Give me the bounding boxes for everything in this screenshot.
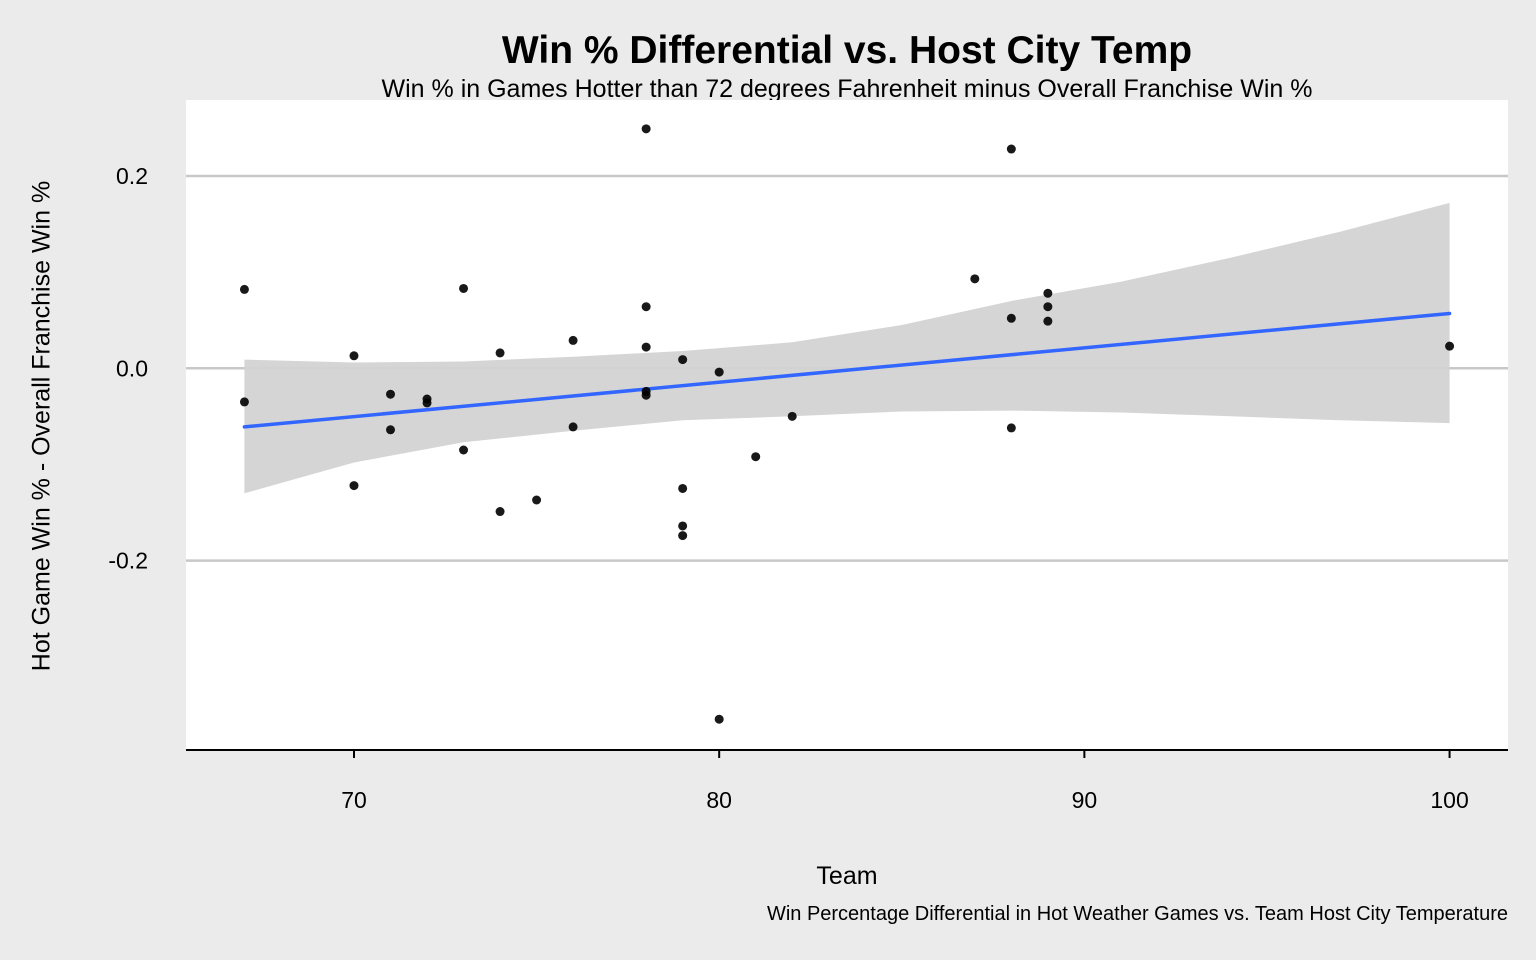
- data-point-14: [568, 422, 578, 432]
- x-tick-label-3: 100: [1430, 787, 1468, 813]
- data-point-1: [239, 397, 249, 407]
- data-point-9: [459, 445, 469, 455]
- data-point-27: [787, 411, 797, 421]
- confidence-band: [244, 202, 1450, 494]
- data-point-24: [714, 367, 724, 377]
- x-axis-label: Team: [816, 862, 878, 890]
- data-point-21: [678, 483, 688, 493]
- data-point-28: [970, 274, 980, 284]
- y-tick-label-2: 0.2: [116, 163, 148, 189]
- data-point-23: [678, 531, 688, 541]
- data-point-26: [751, 452, 761, 462]
- data-point-19: [641, 390, 651, 400]
- data-point-33: [1043, 302, 1053, 312]
- data-point-29: [1006, 144, 1016, 154]
- data-point-22: [678, 521, 688, 531]
- data-point-17: [641, 342, 651, 352]
- data-point-8: [459, 283, 469, 293]
- confidence-band-group: [244, 202, 1450, 494]
- data-point-4: [386, 389, 396, 399]
- data-point-25: [714, 714, 724, 724]
- chart-subtitle: Win % in Games Hotter than 72 degrees Fa…: [381, 75, 1313, 103]
- y-tick-label-1: 0.0: [116, 355, 148, 381]
- x-ticks: 70 80 90 100: [341, 750, 1469, 813]
- data-point-13: [568, 335, 578, 345]
- data-point-11: [495, 507, 505, 517]
- y-tick-label-0: -0.2: [108, 548, 148, 574]
- data-point-15: [641, 124, 651, 134]
- data-point-16: [641, 302, 651, 312]
- x-tick-label-2: 90: [1072, 787, 1098, 813]
- x-tick-label-1: 80: [706, 787, 732, 813]
- data-point-5: [386, 425, 396, 435]
- data-point-7: [422, 398, 432, 408]
- data-point-31: [1006, 423, 1016, 433]
- y-ticks: -0.2 0.0 0.2: [108, 163, 148, 574]
- x-tick-label-0: 70: [341, 787, 367, 813]
- chart-title: Win % Differential vs. Host City Temp: [501, 29, 1193, 72]
- data-point-3: [349, 481, 359, 491]
- data-point-20: [678, 355, 688, 365]
- data-point-32: [1043, 288, 1053, 298]
- data-point-30: [1006, 313, 1016, 323]
- chart-caption: Win Percentage Differential in Hot Weath…: [766, 903, 1508, 925]
- data-point-2: [349, 351, 359, 361]
- smooth-line: [242, 311, 1452, 429]
- data-point-12: [532, 495, 542, 505]
- data-points: [239, 124, 1455, 724]
- data-point-10: [495, 348, 505, 358]
- smooth-line-group: [242, 311, 1452, 429]
- data-point-34: [1043, 316, 1053, 326]
- data-point-35: [1445, 341, 1455, 351]
- data-point-0: [239, 284, 249, 294]
